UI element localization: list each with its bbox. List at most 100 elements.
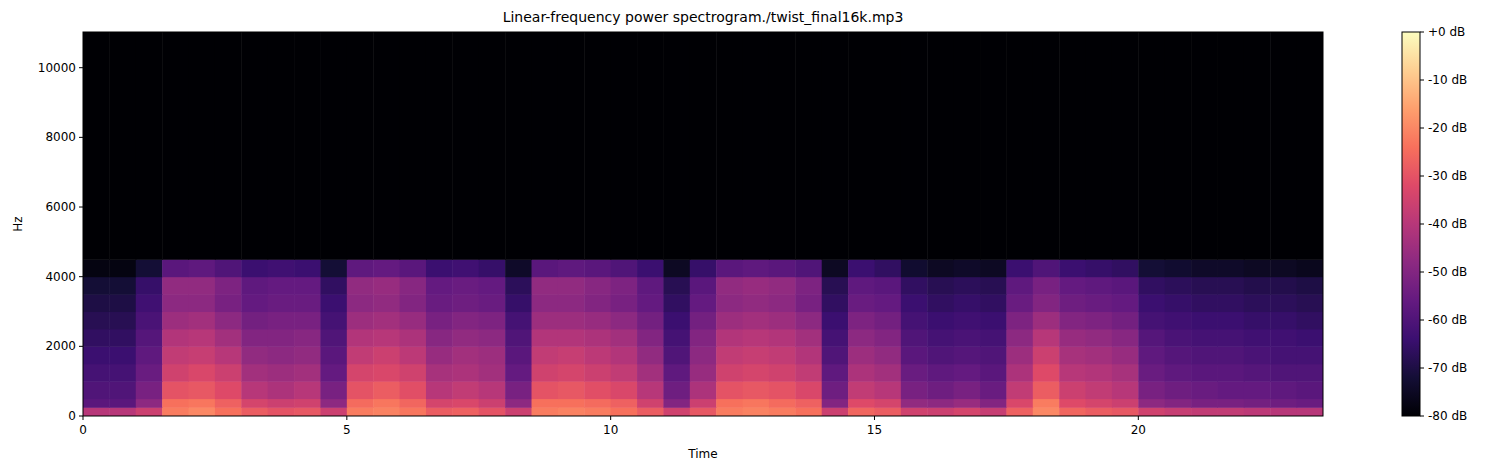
cell [1086,294,1113,312]
cell [637,346,664,364]
cell [347,329,374,347]
cell [1112,259,1139,277]
cell [743,312,770,330]
cell [347,407,374,416]
cell [1033,312,1060,330]
cell [927,381,954,399]
cell [452,312,479,330]
cell [479,381,506,399]
y-label: Hz [11,216,25,231]
cell [1006,312,1033,330]
cell [848,381,875,399]
cell [241,407,268,416]
cell [83,346,110,364]
cell [215,32,242,260]
cell [980,364,1007,382]
cell [320,381,347,399]
cell [901,312,928,330]
cell [901,346,928,364]
cell [637,381,664,399]
cell [1191,346,1218,364]
cell [1006,32,1033,260]
cell [769,346,796,364]
cell [769,312,796,330]
cell [1112,312,1139,330]
cell [1191,399,1218,408]
cell [1165,346,1192,364]
cell [716,329,743,347]
cell [1297,381,1323,399]
cell [980,294,1007,312]
cell [795,364,822,382]
cell [294,329,321,347]
cell [452,329,479,347]
cell [189,312,216,330]
cell [1270,399,1297,408]
cell [795,381,822,399]
cell [162,259,189,277]
cell [268,346,295,364]
cell [901,294,928,312]
cell [954,32,981,260]
cell [400,407,427,416]
cell [479,407,506,416]
cell [189,407,216,416]
cell [743,364,770,382]
cell [663,399,690,408]
cell [1191,277,1218,295]
cell [927,364,954,382]
cell [241,312,268,330]
cell [1033,294,1060,312]
cell [373,407,400,416]
cell [83,364,110,382]
cell [663,364,690,382]
cell [532,407,559,416]
cell [663,277,690,295]
cell [1006,399,1033,408]
cell [1112,407,1139,416]
cell [268,259,295,277]
colorbar-tick [1420,320,1424,321]
cell [452,277,479,295]
cell [690,364,717,382]
cell [426,259,453,277]
cell [611,277,638,295]
cell [584,364,611,382]
cell [241,364,268,382]
cell [822,329,849,347]
cell [1217,399,1244,408]
cell [769,364,796,382]
cell [1217,346,1244,364]
cell [1270,329,1297,347]
cell [215,364,242,382]
cell [1086,312,1113,330]
cell [373,364,400,382]
cell [663,407,690,416]
cell [822,312,849,330]
cell [901,259,928,277]
colorbar-tick [1420,416,1424,417]
cell [1165,259,1192,277]
cell [1033,329,1060,347]
cell [716,381,743,399]
cell [426,32,453,260]
cell [1270,277,1297,295]
cell [268,381,295,399]
cell [1086,259,1113,277]
x-tick-label: 10 [603,423,618,437]
cell [268,407,295,416]
cell [1006,364,1033,382]
cell [954,312,981,330]
cell [1006,277,1033,295]
cell [320,329,347,347]
cell [479,277,506,295]
colorbar-tick-label: -70 dB [1428,361,1467,375]
cell [452,407,479,416]
cell [927,259,954,277]
cell [162,364,189,382]
cell [1244,294,1271,312]
cell [1033,277,1060,295]
cell [743,346,770,364]
cell [1244,381,1271,399]
cell [1138,407,1165,416]
